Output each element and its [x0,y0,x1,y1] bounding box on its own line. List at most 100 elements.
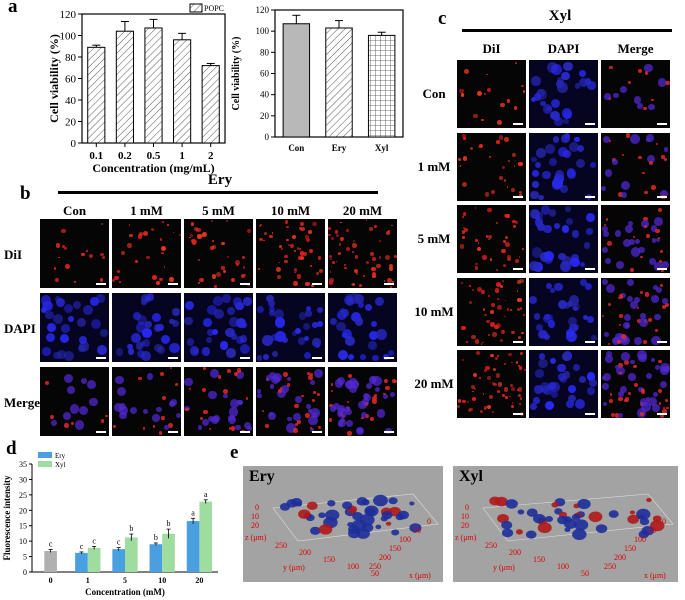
nucleus-dot [566,400,575,409]
fluorescence-dot [334,230,339,234]
fluorescence-dot [487,234,493,240]
d-significance-letter: c [80,542,84,551]
fluorescence-dot [484,406,488,410]
nucleus-dot [542,170,551,180]
fluorescence-dot [226,220,228,222]
fluorescence-dot [500,338,503,342]
a2-ylabel: Cell viability (%) [231,37,242,111]
fluorescence-dot [645,233,650,238]
nucleus-dot [257,305,265,313]
fluorescence-dot [651,336,661,346]
fluorescence-dot [128,224,131,226]
fluorescence-dot [300,221,305,226]
nucleus-dot [303,351,311,359]
panel-e-xyl-title: Xyl [459,468,483,485]
fluorescence-dot [519,403,521,405]
d-bar [44,551,57,572]
fluorescence-dot [609,65,614,70]
e-3d-blob [545,515,553,523]
fluorescence-dot [236,262,240,266]
fluorescence-dot [227,256,230,259]
fluorescence-dot [105,414,108,417]
fluorescence-dot [509,309,512,312]
fluorescence-dot [504,241,510,247]
fluorescence-dot [664,158,667,162]
fluorescence-dot [369,416,374,421]
fluorescence-dot [371,376,382,387]
fluorescence-dot [306,404,311,409]
fluorescence-dot [268,412,277,421]
fluorescence-dot [651,238,657,243]
nucleus-dot [570,257,580,268]
nucleus-dot [571,303,580,312]
d-bar [186,521,200,572]
nucleus-dot [186,338,195,346]
fluorescence-dot [517,394,521,398]
nucleus-dot [548,157,558,166]
fluorescence-dot [457,405,460,409]
fluorescence-dot [522,314,525,317]
scale-bar [168,431,178,433]
fluorescence-dot [100,252,105,257]
panel-b-title: Ery [207,172,233,188]
fluorescence-dot [633,364,637,369]
fluorescence-dot [459,88,465,94]
fluorescence-dot [223,389,229,394]
nucleus-dot [345,335,356,346]
nucleus-dot [586,212,595,222]
nucleus-dot [561,71,570,81]
fluorescence-dot [99,278,104,282]
fluorescence-dot [163,266,166,268]
fluorescence-dot [365,260,369,264]
panel-label-a: a [8,0,18,17]
fluorescence-dot [635,239,641,244]
nucleus-dot [564,205,571,212]
panel-c-tile [601,277,670,346]
nucleus-dot [557,363,566,373]
e-3d-blob [373,494,388,507]
fluorescence-dot [511,387,515,391]
d-ytick-label: 15 [19,522,27,531]
e-y-tick: 200 [299,548,311,557]
nucleus-dot [91,319,102,330]
e-x-tick: 250 [369,562,381,571]
fluorescence-dot [647,396,658,407]
fluorescence-dot [660,260,669,270]
fluorescence-dot [286,416,292,422]
fluorescence-dot [258,225,261,227]
nucleus-dot [135,321,147,333]
nucleus-dot [371,320,378,328]
fluorescence-dot [518,161,524,167]
fluorescence-dot [462,133,467,138]
fluorescence-dot [348,374,353,379]
nucleus-dot [256,355,263,361]
fluorescence-dot [289,243,294,249]
fluorescence-dot [203,367,207,371]
fluorescence-dot [284,259,288,264]
fluorescence-dot [618,294,624,299]
nucleus-dot [219,340,229,350]
fluorescence-dot [626,133,631,138]
e-y-tick: 250 [275,541,287,550]
fluorescence-dot [291,234,296,239]
fluorescence-dot [501,248,506,253]
fluorescence-dot [617,339,622,345]
fluorescence-dot [81,252,86,257]
e-box-frame [482,493,674,542]
fluorescence-dot [660,284,664,288]
nucleus-dot [560,184,568,193]
fluorescence-dot [475,263,478,266]
fluorescence-dot [333,403,341,410]
fluorescence-dot [87,380,97,390]
fluorescence-dot [346,409,353,415]
nucleus-dot [540,382,551,393]
fluorescence-dot [490,353,494,358]
fluorescence-dot [660,366,669,375]
scale-bar [513,340,523,343]
fluorescence-dot [512,153,517,158]
fluorescence-dot [663,147,669,152]
panel-b-col-header: Con [62,203,87,218]
nucleus-dot [566,169,577,179]
e-3d-blob [391,529,400,536]
fluorescence-dot [657,208,663,213]
